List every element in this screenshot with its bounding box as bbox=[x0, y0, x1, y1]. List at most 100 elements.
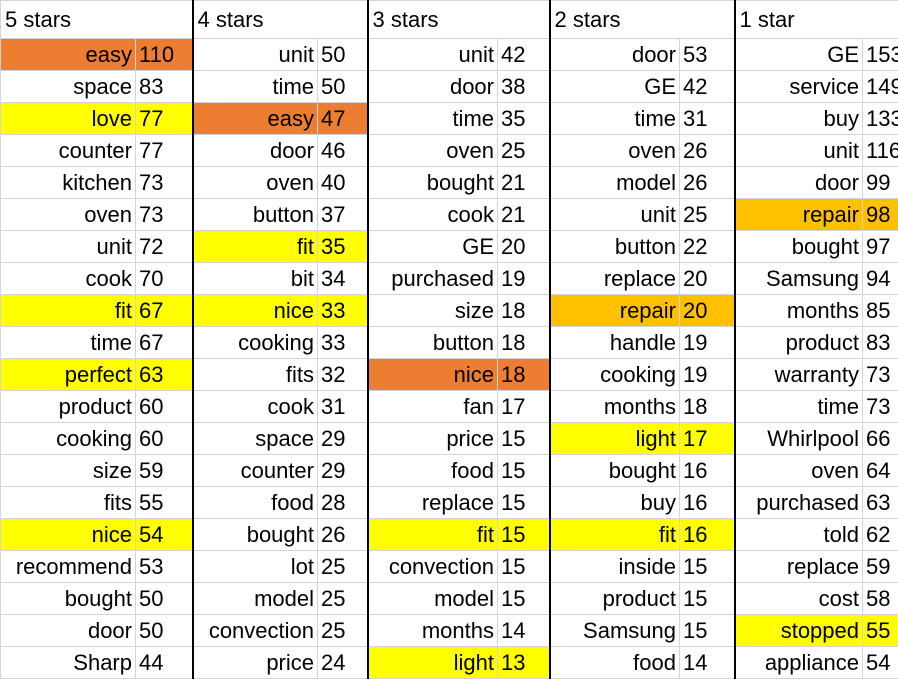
count-cell[interactable]: 133 bbox=[863, 103, 898, 135]
word-cell[interactable]: counter bbox=[1, 135, 136, 167]
count-cell[interactable]: 64 bbox=[863, 455, 898, 487]
count-cell[interactable]: 15 bbox=[498, 455, 550, 487]
word-cell[interactable]: GE bbox=[735, 39, 863, 71]
count-cell[interactable]: 20 bbox=[498, 231, 550, 263]
count-cell[interactable]: 19 bbox=[680, 327, 735, 359]
word-cell[interactable]: cooking bbox=[550, 359, 680, 391]
count-cell[interactable]: 85 bbox=[863, 295, 898, 327]
word-cell[interactable]: button bbox=[550, 231, 680, 263]
word-cell[interactable]: space bbox=[193, 423, 318, 455]
column-header-cell[interactable]: 5 stars bbox=[1, 1, 193, 39]
count-cell[interactable]: 38 bbox=[498, 71, 550, 103]
count-cell[interactable]: 83 bbox=[136, 71, 193, 103]
count-cell[interactable]: 40 bbox=[318, 167, 368, 199]
count-cell[interactable]: 66 bbox=[863, 423, 898, 455]
count-cell[interactable]: 25 bbox=[318, 615, 368, 647]
word-cell[interactable]: space bbox=[1, 71, 136, 103]
word-cell[interactable]: price bbox=[368, 423, 498, 455]
column-header-cell[interactable]: 3 stars bbox=[368, 1, 550, 39]
count-cell[interactable]: 60 bbox=[136, 423, 193, 455]
word-cell[interactable]: model bbox=[368, 583, 498, 615]
count-cell[interactable]: 15 bbox=[498, 487, 550, 519]
count-cell[interactable]: 99 bbox=[863, 167, 898, 199]
count-cell[interactable]: 63 bbox=[863, 487, 898, 519]
count-cell[interactable]: 67 bbox=[136, 295, 193, 327]
word-cell[interactable]: oven bbox=[368, 135, 498, 167]
count-cell[interactable]: 35 bbox=[318, 231, 368, 263]
count-cell[interactable]: 25 bbox=[318, 583, 368, 615]
word-cell[interactable]: buy bbox=[735, 103, 863, 135]
count-cell[interactable]: 72 bbox=[136, 231, 193, 263]
count-cell[interactable]: 116 bbox=[863, 135, 898, 167]
count-cell[interactable]: 59 bbox=[863, 551, 898, 583]
count-cell[interactable]: 77 bbox=[136, 135, 193, 167]
word-cell[interactable]: perfect bbox=[1, 359, 136, 391]
word-cell[interactable]: bit bbox=[193, 263, 318, 295]
count-cell[interactable]: 16 bbox=[680, 487, 735, 519]
word-cell[interactable]: GE bbox=[550, 71, 680, 103]
count-cell[interactable]: 73 bbox=[136, 167, 193, 199]
word-cell[interactable]: stopped bbox=[735, 615, 863, 647]
word-cell[interactable]: model bbox=[193, 583, 318, 615]
word-cell[interactable]: Sharp bbox=[1, 647, 136, 679]
count-cell[interactable]: 25 bbox=[498, 135, 550, 167]
count-cell[interactable]: 15 bbox=[498, 423, 550, 455]
count-cell[interactable]: 14 bbox=[498, 615, 550, 647]
column-header-cell[interactable]: 4 stars bbox=[193, 1, 368, 39]
word-cell[interactable]: fit bbox=[368, 519, 498, 551]
word-cell[interactable]: repair bbox=[550, 295, 680, 327]
count-cell[interactable]: 47 bbox=[318, 103, 368, 135]
word-cell[interactable]: Samsung bbox=[735, 263, 863, 295]
word-cell[interactable]: unit bbox=[368, 39, 498, 71]
word-cell[interactable]: door bbox=[550, 39, 680, 71]
count-cell[interactable]: 19 bbox=[498, 263, 550, 295]
word-cell[interactable]: replace bbox=[550, 263, 680, 295]
count-cell[interactable]: 32 bbox=[318, 359, 368, 391]
count-cell[interactable]: 18 bbox=[498, 359, 550, 391]
count-cell[interactable]: 55 bbox=[863, 615, 898, 647]
count-cell[interactable]: 21 bbox=[498, 199, 550, 231]
count-cell[interactable]: 73 bbox=[863, 391, 898, 423]
count-cell[interactable]: 60 bbox=[136, 391, 193, 423]
word-cell[interactable]: Samsung bbox=[550, 615, 680, 647]
word-cell[interactable]: repair bbox=[735, 199, 863, 231]
count-cell[interactable]: 42 bbox=[498, 39, 550, 71]
count-cell[interactable]: 15 bbox=[680, 615, 735, 647]
count-cell[interactable]: 25 bbox=[680, 199, 735, 231]
count-cell[interactable]: 94 bbox=[863, 263, 898, 295]
word-cell[interactable]: cooking bbox=[1, 423, 136, 455]
word-cell[interactable]: purchased bbox=[735, 487, 863, 519]
word-cell[interactable]: unit bbox=[193, 39, 318, 71]
word-cell[interactable]: fit bbox=[550, 519, 680, 551]
count-cell[interactable]: 149 bbox=[863, 71, 898, 103]
word-cell[interactable]: Whirlpool bbox=[735, 423, 863, 455]
word-cell[interactable]: love bbox=[1, 103, 136, 135]
word-cell[interactable]: oven bbox=[735, 455, 863, 487]
word-cell[interactable]: size bbox=[1, 455, 136, 487]
word-cell[interactable]: size bbox=[368, 295, 498, 327]
count-cell[interactable]: 77 bbox=[136, 103, 193, 135]
count-cell[interactable]: 50 bbox=[136, 583, 193, 615]
word-cell[interactable]: counter bbox=[193, 455, 318, 487]
count-cell[interactable]: 53 bbox=[136, 551, 193, 583]
count-cell[interactable]: 26 bbox=[318, 519, 368, 551]
word-cell[interactable]: inside bbox=[550, 551, 680, 583]
count-cell[interactable]: 63 bbox=[136, 359, 193, 391]
column-header-cell[interactable]: 2 stars bbox=[550, 1, 735, 39]
count-cell[interactable]: 153 bbox=[863, 39, 898, 71]
word-cell[interactable]: bought bbox=[735, 231, 863, 263]
count-cell[interactable]: 20 bbox=[680, 295, 735, 327]
count-cell[interactable]: 50 bbox=[136, 615, 193, 647]
count-cell[interactable]: 17 bbox=[498, 391, 550, 423]
count-cell[interactable]: 15 bbox=[680, 583, 735, 615]
word-cell[interactable]: bought bbox=[193, 519, 318, 551]
count-cell[interactable]: 97 bbox=[863, 231, 898, 263]
count-cell[interactable]: 31 bbox=[680, 103, 735, 135]
count-cell[interactable]: 35 bbox=[498, 103, 550, 135]
count-cell[interactable]: 26 bbox=[680, 167, 735, 199]
count-cell[interactable]: 62 bbox=[863, 519, 898, 551]
count-cell[interactable]: 50 bbox=[318, 39, 368, 71]
count-cell[interactable]: 34 bbox=[318, 263, 368, 295]
word-cell[interactable]: button bbox=[193, 199, 318, 231]
count-cell[interactable]: 55 bbox=[136, 487, 193, 519]
